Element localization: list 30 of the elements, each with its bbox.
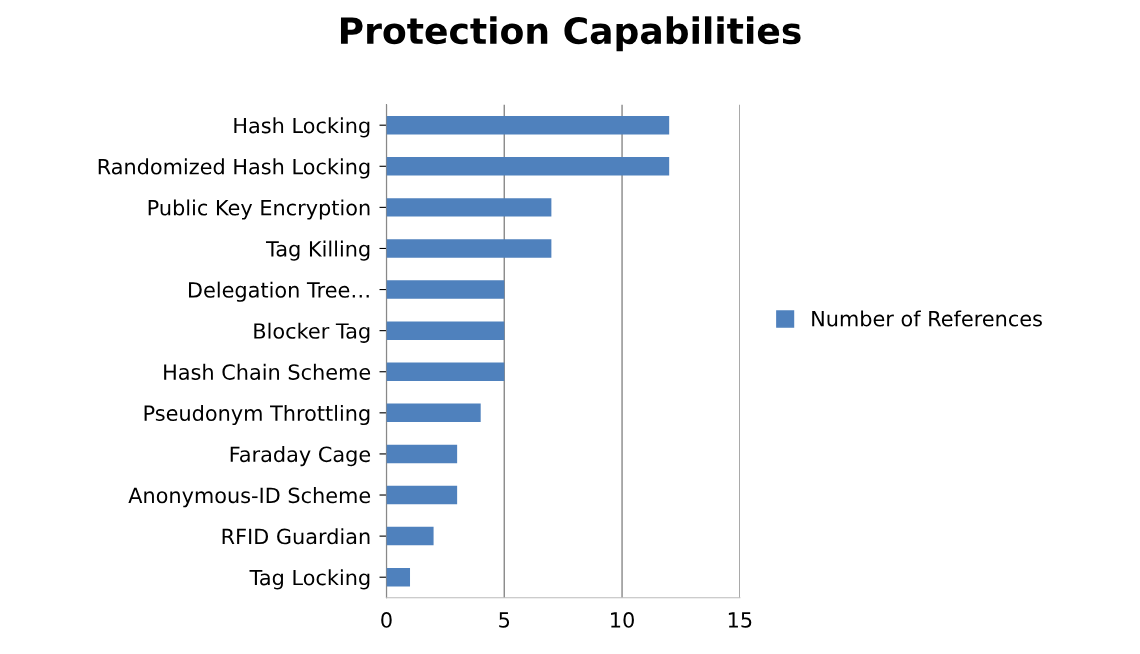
y-tick-label: Pseudonym Throttling	[144, 404, 370, 426]
chart-title: Protection Capabilities	[340, 16, 801, 52]
y-tick-label: Faraday Cage	[230, 446, 371, 467]
y-tick-label: Hash Chain Scheme	[164, 363, 371, 380]
y-tick-label: Randomized Hash Locking	[98, 158, 370, 179]
y-tick-label: Anonymous-ID Scheme	[128, 487, 371, 508]
legend-label: Number of References	[812, 310, 1042, 327]
bar	[386, 444, 458, 464]
x-tick-label: 15	[728, 612, 752, 628]
x-tick-label: 5	[499, 612, 510, 628]
y-tick-label: Hash Locking	[234, 117, 370, 138]
y-tick-label: Public Key Encryption	[148, 199, 370, 220]
y-tick-label: Tag Killing	[265, 240, 370, 261]
bar	[386, 362, 505, 381]
y-tick-label: Delegation Tree…	[189, 281, 369, 302]
bar	[386, 157, 670, 176]
y-tick-label: RFID Guardian	[222, 528, 370, 545]
bar	[386, 403, 481, 423]
x-tick-label: 10	[611, 612, 634, 628]
bar	[386, 115, 670, 135]
bar	[386, 567, 411, 587]
bar	[386, 526, 434, 546]
bar	[386, 198, 552, 217]
bar	[386, 321, 505, 340]
y-tick-label: Blocker Tag	[254, 322, 370, 343]
x-tick-label: 0	[381, 612, 392, 628]
bar	[386, 485, 458, 505]
bar	[386, 280, 505, 299]
bar	[386, 239, 552, 258]
y-tick-label: Tag Locking	[249, 569, 370, 590]
